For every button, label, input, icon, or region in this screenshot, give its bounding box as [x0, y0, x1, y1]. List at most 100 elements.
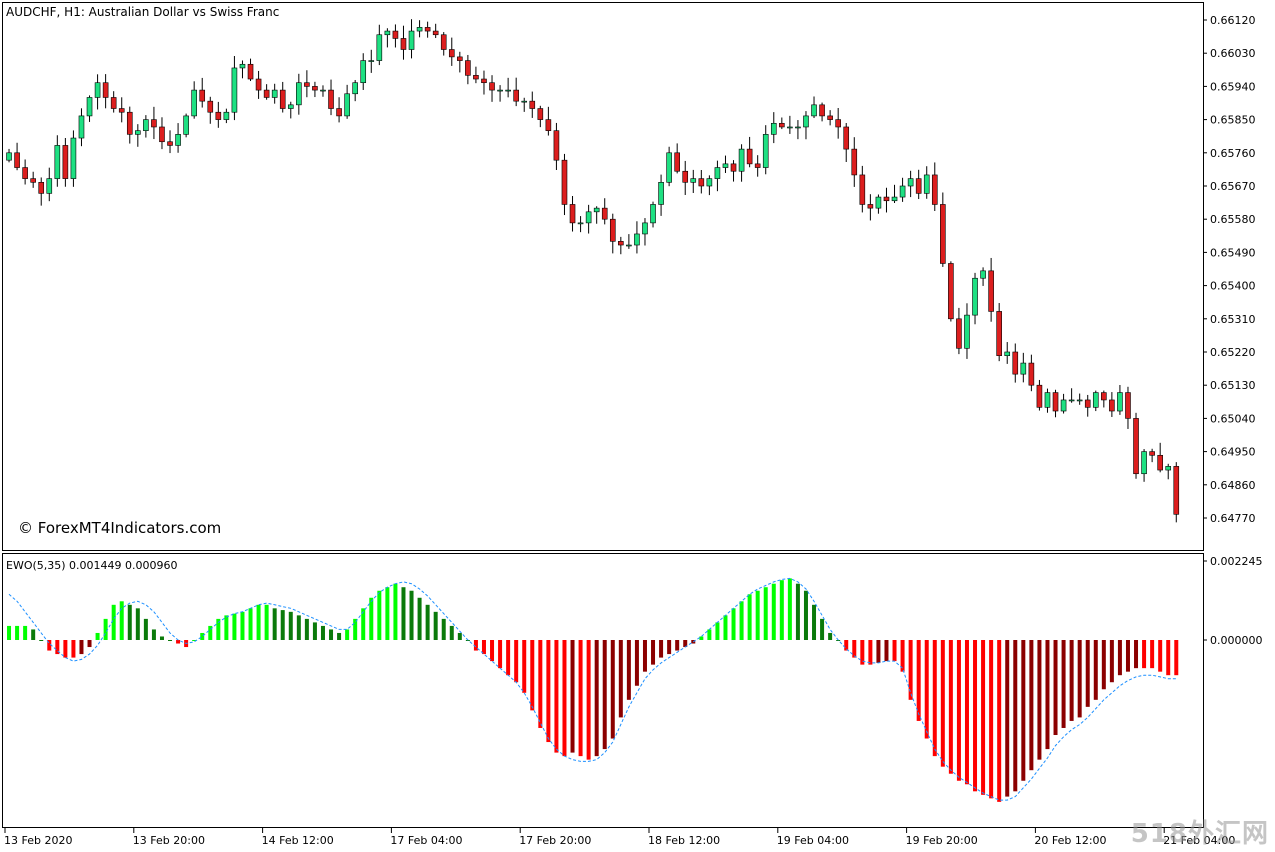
- ewo-histogram: [7, 578, 1179, 802]
- ewo-bar: [852, 640, 857, 658]
- candle-body: [706, 178, 713, 187]
- candle-body: [1060, 399, 1067, 412]
- candle-body: [915, 178, 922, 194]
- candle-body: [432, 30, 439, 36]
- candle-body: [569, 204, 576, 224]
- indicator-tick-label: 0.000000: [1210, 634, 1263, 647]
- ewo-bar: [1005, 640, 1010, 797]
- candle-body: [972, 277, 978, 316]
- candle-body: [1004, 351, 1011, 356]
- ewo-bar: [1166, 640, 1171, 676]
- ewo-bar: [1021, 640, 1026, 781]
- price-tick-label: 0.65130: [1210, 379, 1256, 392]
- ewo-bar: [956, 640, 961, 781]
- candle-body: [62, 145, 69, 179]
- candle-body: [666, 152, 672, 183]
- candle-body: [722, 163, 729, 168]
- ewo-bar: [1117, 640, 1122, 676]
- candle-body: [787, 126, 793, 129]
- price-tick-label: 0.65040: [1210, 412, 1256, 425]
- price-tick-label: 0.65220: [1210, 346, 1256, 359]
- candle-body: [473, 75, 479, 80]
- ewo-bar: [39, 640, 44, 641]
- ewo-bar: [570, 640, 575, 753]
- price-tick-label: 0.65670: [1210, 180, 1256, 193]
- ewo-bar: [264, 604, 269, 640]
- candle-body: [956, 318, 962, 349]
- ewo-bar: [15, 625, 20, 640]
- ewo-bar: [1029, 640, 1034, 771]
- candle-body: [762, 134, 769, 168]
- candle-body: [22, 167, 28, 179]
- ewo-bar: [779, 580, 784, 640]
- candle-body: [320, 89, 326, 92]
- candle-body: [835, 119, 841, 128]
- price-tick-label: 0.65400: [1210, 280, 1256, 293]
- candle-body: [126, 111, 133, 135]
- candle-body: [70, 137, 77, 179]
- price-tick-label: 0.65580: [1210, 213, 1256, 226]
- ewo-bar: [79, 640, 84, 655]
- price-pane[interactable]: [2, 2, 1204, 551]
- ewo-bar: [675, 640, 680, 651]
- ewo-bar: [481, 640, 486, 655]
- ewo-bar: [1125, 640, 1130, 672]
- ewo-bar: [683, 640, 688, 648]
- ewo-bar: [659, 640, 664, 658]
- candle-body: [312, 86, 318, 91]
- ewo-bar: [618, 640, 623, 718]
- ewo-bar: [1101, 640, 1106, 690]
- ewo-bar: [1077, 640, 1082, 718]
- candle-body: [296, 82, 302, 106]
- time-tick-label: 17 Feb 04:00: [390, 834, 462, 847]
- ewo-bar: [908, 640, 913, 700]
- candle-body: [263, 89, 270, 98]
- ewo-bar: [731, 608, 736, 640]
- price-tick-label: 0.65310: [1210, 313, 1256, 326]
- ewo-bar: [337, 632, 342, 640]
- candle-body: [1117, 392, 1123, 412]
- candle-body: [585, 211, 592, 224]
- ewo-bar: [409, 590, 414, 640]
- ewo-bar: [626, 640, 631, 700]
- indicator-pane[interactable]: [2, 553, 1204, 828]
- candle-body: [505, 89, 511, 92]
- ewo-bar: [1109, 640, 1114, 683]
- ewo-bar: [940, 640, 945, 767]
- ewo-bar: [747, 594, 752, 640]
- candle-body: [642, 222, 648, 235]
- indicator-title: EWO(5,35) 0.001449 0.000960: [6, 559, 178, 572]
- candle-body: [231, 67, 238, 113]
- candle-body: [1084, 399, 1091, 408]
- ewo-bar: [1085, 640, 1090, 707]
- candle-body: [754, 163, 761, 168]
- ewo-bar: [176, 640, 181, 644]
- ewo-bar: [63, 640, 68, 658]
- price-tick-label: 0.64950: [1210, 446, 1256, 459]
- ewo-bar: [1150, 640, 1155, 669]
- candle-body: [561, 159, 568, 205]
- candle-body: [159, 126, 165, 143]
- time-tick-label: 19 Feb 04:00: [777, 834, 849, 847]
- ewo-bar: [1061, 640, 1066, 728]
- ewo-bar: [900, 640, 905, 672]
- price-tick-label: 0.65940: [1210, 80, 1256, 93]
- ewo-bar: [820, 618, 825, 640]
- price-tick-label: 0.64770: [1210, 512, 1256, 525]
- candle-body: [328, 89, 334, 109]
- candle-body: [746, 148, 753, 165]
- candle-body: [545, 119, 552, 131]
- ewo-bar: [715, 622, 720, 640]
- candle-body: [867, 204, 874, 209]
- ewo-bar: [795, 583, 800, 640]
- ewo-bar: [771, 583, 776, 640]
- candle-body: [336, 108, 342, 117]
- candle-body: [1068, 399, 1075, 402]
- candle-body: [883, 196, 890, 202]
- candle-body: [714, 167, 721, 179]
- ewo-bar: [578, 640, 583, 757]
- ewo-bar: [586, 640, 591, 760]
- ewo-bar: [964, 640, 969, 785]
